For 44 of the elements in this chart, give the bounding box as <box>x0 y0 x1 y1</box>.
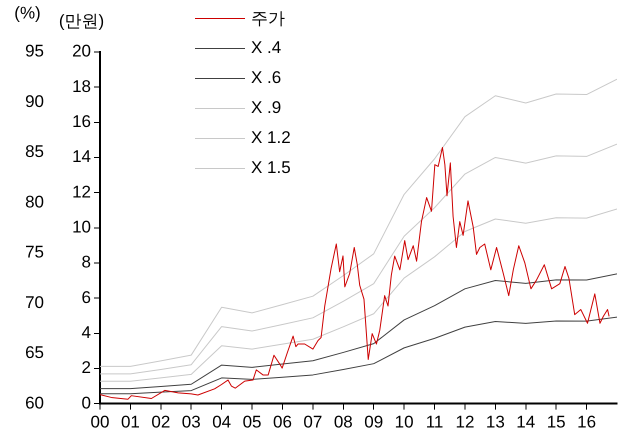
legend-label: X .4 <box>251 38 282 58</box>
y-tick-label: 14 <box>72 147 91 166</box>
y-tick-label: 16 <box>72 112 91 132</box>
y2-tick-label: 80 <box>25 192 44 212</box>
x-tick-label: 16 <box>577 412 596 432</box>
x-tick-label: 10 <box>394 412 414 432</box>
y-tick-label: 20 <box>72 42 91 61</box>
y-tick-label: 4 <box>82 322 91 342</box>
y-axis-title: (만원) <box>58 12 104 31</box>
legend-label: X 1.5 <box>251 158 291 178</box>
legend-label: 주가 <box>251 8 285 30</box>
x-tick-label: 02 <box>151 412 170 432</box>
y2-axis-title: (%) <box>14 4 41 23</box>
x-tick-label: 06 <box>273 412 292 432</box>
y-tick-label: 2 <box>82 358 91 378</box>
x-tick-label: 09 <box>364 412 384 432</box>
y-tick-label: 8 <box>82 252 91 272</box>
y-tick-label: 10 <box>72 217 91 236</box>
y2-tick-label: 95 <box>25 42 44 61</box>
x-tick-label: 04 <box>212 412 232 432</box>
x-tick-label: 03 <box>182 412 201 432</box>
y-tick-label: 0 <box>82 393 91 412</box>
x-tick-label: 11 <box>426 412 444 432</box>
y2-tick-label: 65 <box>25 343 44 362</box>
x-tick-label: 13 <box>486 412 505 432</box>
x-tick-label: 01 <box>120 412 140 432</box>
x-tick-label: 12 <box>455 412 474 432</box>
legend-label: X .9 <box>251 98 282 118</box>
x-tick-label: 07 <box>303 412 322 432</box>
x-tick-label: 00 <box>90 412 110 432</box>
y2-tick-label: 70 <box>25 292 44 312</box>
y2-tick-label: 90 <box>25 92 44 111</box>
x-tick-label: 14 <box>516 412 536 432</box>
x-tick-label: 08 <box>334 412 353 432</box>
y2-tick-label: 75 <box>25 242 44 262</box>
y-tick-label: 18 <box>72 76 91 96</box>
x-tick-label: 15 <box>546 412 566 432</box>
y-tick-label: 12 <box>72 182 91 202</box>
y2-tick-label: 85 <box>25 142 44 162</box>
legend-label: X 1.2 <box>251 128 291 148</box>
y-tick-label: 6 <box>82 288 91 307</box>
legend-label: X .6 <box>251 68 282 88</box>
y2-tick-label: 60 <box>25 393 44 412</box>
x-tick-label: 05 <box>242 412 262 432</box>
